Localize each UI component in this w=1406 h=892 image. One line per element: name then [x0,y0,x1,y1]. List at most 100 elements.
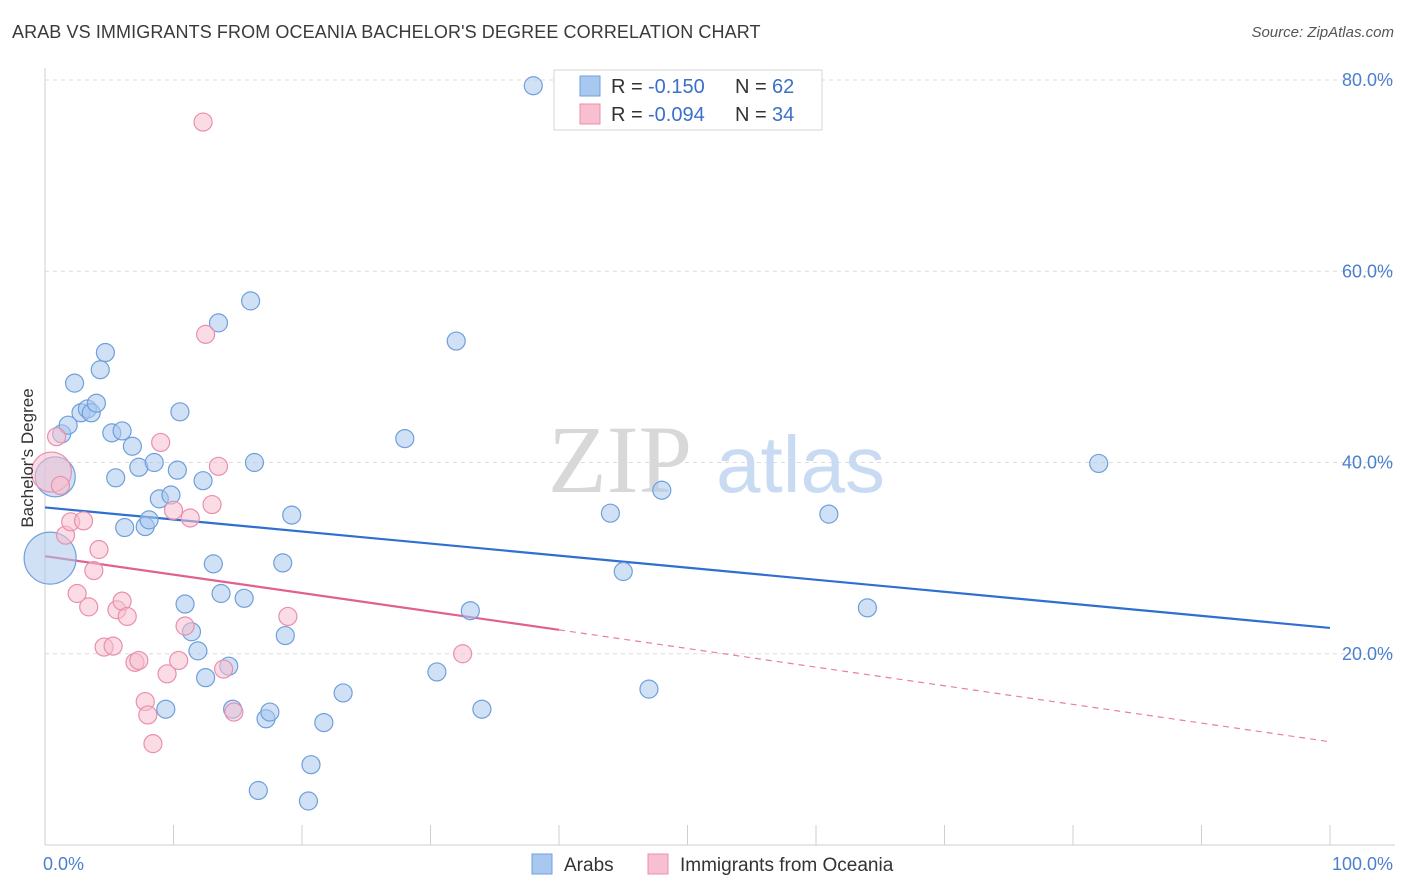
point-arabs-15 [122,436,142,456]
point-oceania-5 [67,583,87,604]
point-arabs-4 [64,373,85,393]
point-oceania-31 [224,702,244,722]
stats-legend-swatch-1 [579,103,601,125]
point-arabs-41 [273,553,293,573]
y-tick-labels: 20.0% 40.0% 60.0% 80.0% [1342,70,1393,664]
point-arabs-25 [175,594,195,614]
x-tick-label-end: 100.0% [1332,854,1393,874]
bottom-legend-swatch-1 [647,853,669,875]
point-oceania-2 [50,475,71,496]
stats-n-value-0: 62 [772,76,794,98]
y-tick-label-40: 40.0% [1342,453,1393,473]
point-oceania-8 [84,560,104,581]
watermark: ZIP atlas [548,406,885,513]
point-arabs-38 [248,780,268,801]
x-tick-labels: 0.0% 100.0% [43,854,1393,874]
point-arabs-57 [652,480,672,500]
stats-r-value-0: -0.150 [648,76,705,98]
point-oceania-21 [157,664,177,684]
point-arabs-37 [244,452,265,473]
point-oceania-23 [169,650,189,671]
point-arabs-40 [260,702,280,722]
point-arabs-27 [188,641,208,661]
point-oceania-6 [73,511,94,531]
y-tick-label-80: 80.0% [1342,70,1393,90]
point-oceania-26 [193,112,213,132]
point-arabs-50 [446,331,466,351]
point-arabs-35 [234,588,254,608]
point-arabs-49 [427,662,447,682]
stats-legend: R = -0.150 N = 62 R = -0.094 N = 34 [553,69,823,131]
y-tick-label-20: 20.0% [1342,644,1393,664]
point-oceania-19 [143,734,163,754]
point-arabs-9 [90,360,110,380]
point-arabs-44 [298,791,319,811]
point-oceania-18 [138,705,158,725]
point-oceania-16 [129,650,149,671]
point-oceania-7 [79,597,99,617]
point-arabs-48 [395,428,415,449]
chart-title: ARAB VS IMMIGRANTS FROM OCEANIA BACHELOR… [12,22,761,42]
point-arabs-51 [460,601,480,621]
point-arabs-52 [472,699,492,719]
point-arabs-24 [170,402,190,422]
point-arabs-47 [333,683,353,703]
point-arabs-45 [301,755,321,775]
bottom-legend: Arabs Immigrants from Oceania [531,853,894,876]
point-oceania-28 [202,494,222,515]
point-oceania-24 [175,616,195,636]
point-oceania-29 [208,456,229,476]
trend-line-dashed-1 [558,629,1331,743]
point-arabs-58 [819,504,839,524]
stats-r-value-1: -0.094 [648,104,705,126]
point-arabs-53 [523,76,543,96]
point-arabs-54 [600,503,621,523]
stats-n-label-0: N = [735,76,767,98]
point-oceania-32 [278,606,298,627]
point-arabs-12 [106,468,126,488]
point-oceania-25 [180,508,200,528]
point-oceania-33 [453,644,473,664]
point-arabs-36 [241,291,261,311]
point-oceania-14 [117,606,137,627]
bottom-legend-swatch-0 [531,853,553,875]
point-arabs-23 [167,460,187,480]
point-arabs-55 [613,561,633,582]
point-arabs-31 [208,313,229,333]
point-arabs-56 [639,679,659,699]
axes [44,68,1395,846]
point-arabs-32 [211,583,231,604]
point-arabs-3 [58,415,78,435]
source-label: Source: ZipAtlas.com [1251,24,1394,41]
point-oceania-1 [46,427,67,447]
point-arabs-28 [193,471,213,491]
point-arabs-18 [139,510,159,530]
point-oceania-27 [196,324,216,344]
point-oceania-22 [163,500,184,520]
point-arabs-43 [282,505,302,525]
scatter-points [23,76,1109,811]
point-arabs-29 [196,668,216,688]
point-arabs-13 [112,421,132,441]
bottom-legend-label-0: Arabs [564,855,614,876]
point-arabs-19 [144,452,164,473]
point-arabs-46 [314,712,334,733]
gridlines [45,79,1395,655]
stats-legend-swatch-0 [579,75,601,97]
point-arabs-10 [95,342,115,363]
stats-n-label-1: N = [735,104,767,126]
point-oceania-30 [214,659,234,679]
watermark-zip: ZIP [548,406,692,513]
point-oceania-20 [151,432,171,453]
watermark-atlas: atlas [716,420,885,509]
point-arabs-60 [1089,453,1109,474]
point-arabs-30 [203,554,223,574]
point-arabs-21 [156,699,176,719]
point-arabs-8 [86,393,107,413]
trend-line-0 [44,506,1331,630]
y-axis-label: Bachelor's Degree [18,388,37,527]
point-arabs-42 [275,625,295,646]
point-oceania-11 [103,636,123,656]
point-arabs-0 [23,531,77,585]
